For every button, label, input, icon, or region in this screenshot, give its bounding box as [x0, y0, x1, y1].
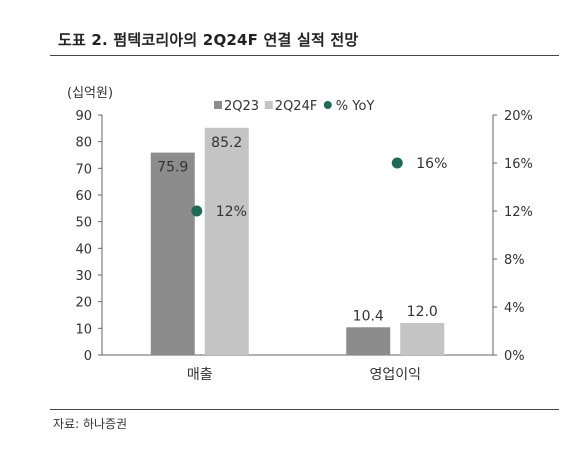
x-axis-category-label: 매출: [187, 367, 213, 383]
yoy-point: [391, 157, 403, 169]
y2-axis-tick-label: 20%: [504, 109, 533, 124]
legend-swatch-2q24f: [264, 101, 273, 109]
y-axis-tick-label: 40: [75, 242, 92, 257]
y-axis-tick-label: 10: [75, 322, 92, 337]
yoy-value-label: 16%: [416, 156, 447, 172]
y-axis-tick-label: 60: [75, 189, 92, 204]
title-rule: [50, 55, 559, 56]
bar-2q23: [150, 152, 195, 355]
legend-swatch-2q23: [214, 101, 222, 109]
y-axis-tick-label: 0: [84, 349, 92, 364]
y2-axis-tick-label: 12%: [504, 205, 533, 220]
footer-rule: [50, 409, 559, 410]
yoy-value-label: 12%: [216, 204, 247, 220]
bar-value-label: 12.0: [407, 304, 438, 320]
y2-axis-tick-label: 8%: [504, 253, 525, 268]
bar-value-label: 75.9: [157, 160, 188, 176]
source-note: 자료: 하나증권: [53, 417, 128, 431]
bar-2q24f: [204, 127, 249, 355]
y-axis-tick-label: 80: [75, 136, 92, 151]
bar-2q24f: [400, 323, 445, 355]
y-axis-tick-label: 20: [75, 296, 92, 311]
bar-2q23: [346, 327, 391, 355]
bar-value-label: 10.4: [353, 308, 384, 324]
y-axis-tick-label: 90: [75, 109, 92, 124]
y-axis-tick-label: 50: [75, 216, 92, 231]
legend-label: 2Q24F: [275, 99, 318, 114]
y-axis-unit-label: (십억원): [67, 86, 113, 101]
yoy-point: [191, 205, 203, 217]
legend-label: 2Q23: [224, 99, 259, 114]
chart-title: 도표 2. 펌텍코리아의 2Q24F 연결 실적 전망: [58, 31, 359, 49]
x-axis-category-label: 영업이익: [369, 367, 421, 383]
y2-axis-tick-label: 0%: [504, 349, 525, 364]
y-axis-tick-label: 30: [75, 269, 92, 284]
legend-marker-yoy: [323, 101, 332, 109]
y2-axis-tick-label: 16%: [504, 157, 533, 172]
y2-axis-tick-label: 4%: [504, 301, 525, 316]
y-axis-tick-label: 70: [75, 162, 92, 177]
legend-label: % YoY: [336, 99, 375, 114]
bar-value-label: 85.2: [211, 135, 242, 151]
